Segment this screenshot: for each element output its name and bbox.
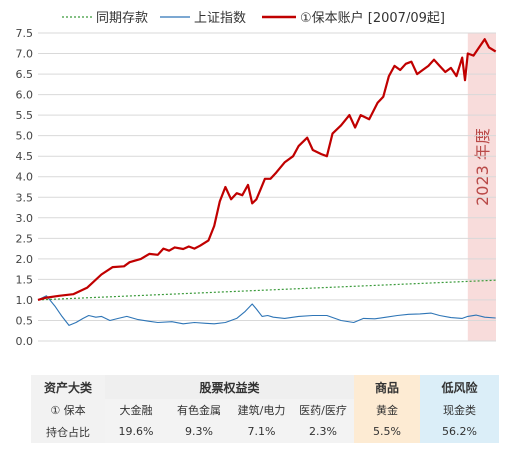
- y-tick-label: 7.5: [16, 27, 34, 40]
- y-tick-label: 1.0: [16, 294, 34, 307]
- weight-gold: 5.5%: [354, 420, 421, 443]
- asset-financials: 大金融: [105, 399, 167, 420]
- legend-label: 上证指数: [194, 11, 246, 26]
- legend: 同期存款 上证指数 ①保本账户 [2007/09起]: [62, 10, 445, 26]
- principal-account-series-line: [37, 38, 497, 301]
- group-equity: 股票权益类: [105, 375, 355, 399]
- y-tick-label: 2.0: [16, 253, 34, 266]
- asset-pharma-medical: 医药/医疗: [292, 399, 355, 420]
- group-low-risk: 低风险: [420, 375, 500, 399]
- deposit-series-line: [37, 279, 496, 301]
- y-tick-label: 0.0: [16, 335, 34, 348]
- weight-pharma-medical: 2.3%: [292, 420, 355, 443]
- y-tick-label: 4.5: [16, 150, 34, 163]
- y-tick-label: 5.0: [16, 130, 34, 143]
- highlight-band: [467, 33, 496, 341]
- highlight-band-layer: 2023 年度: [467, 33, 496, 341]
- allocation-header-row: 资产大类 股票权益类 商品 低风险: [31, 375, 500, 399]
- grid-layer: [38, 32, 496, 342]
- y-tick-label: 7.0: [16, 48, 34, 61]
- line-chart: 2023 年度 0.0 0.5 1.0 1.5 2.0 2.5 3.0 3.5 4.0 4.5 5.…: [16, 10, 497, 348]
- y-tick-label: 4.0: [16, 171, 34, 184]
- weight-financials: 19.6%: [105, 420, 167, 443]
- legend-label: ①保本账户 [2007/09起]: [300, 10, 445, 26]
- asset-cash: 现金类: [420, 399, 500, 420]
- group-commodity: 商品: [354, 375, 421, 399]
- y-tick-label: 3.0: [16, 212, 34, 225]
- highlight-label: 2023 年度: [473, 128, 492, 206]
- y-tick-label: 5.5: [16, 109, 34, 122]
- allocation-weight-row: 持仓占比 19.6% 9.3% 7.1% 2.3% 5.5% 56.2%: [31, 420, 500, 443]
- asset-construction-power: 建筑/电力: [231, 399, 292, 420]
- y-tick-label: 3.5: [16, 191, 34, 204]
- asset-nonferrous-metals: 有色金属: [167, 399, 231, 420]
- y-tick-label: 1.5: [16, 273, 34, 286]
- account-label: ① 保本: [31, 399, 105, 420]
- shanghai-index-series-line: [37, 295, 496, 326]
- allocation-asset-row: ① 保本 大金融 有色金属 建筑/电力 医药/医疗 黄金 现金类: [31, 399, 500, 420]
- asset-gold: 黄金: [354, 399, 421, 420]
- series-layer: [37, 38, 497, 326]
- y-tick-label: 0.5: [16, 314, 34, 327]
- y-tick-label: 6.5: [16, 68, 34, 81]
- category-header: 资产大类: [31, 375, 105, 399]
- allocation-table: 资产大类 股票权益类 商品 低风险 ① 保本 大金融 有色金属 建筑/电力 医药…: [31, 375, 500, 443]
- y-tick-label: 2.5: [16, 232, 34, 245]
- legend-label: 同期存款: [96, 11, 148, 26]
- weight-nonferrous-metals: 9.3%: [167, 420, 231, 443]
- weight-label: 持仓占比: [31, 420, 105, 443]
- y-tick-label: 6.0: [16, 89, 34, 102]
- weight-construction-power: 7.1%: [231, 420, 292, 443]
- weight-cash: 56.2%: [420, 420, 500, 443]
- y-axis-ticks: 0.0 0.5 1.0 1.5 2.0 2.5 3.0 3.5 4.0 4.5 5.0 5.5 6.0 6…: [16, 27, 34, 348]
